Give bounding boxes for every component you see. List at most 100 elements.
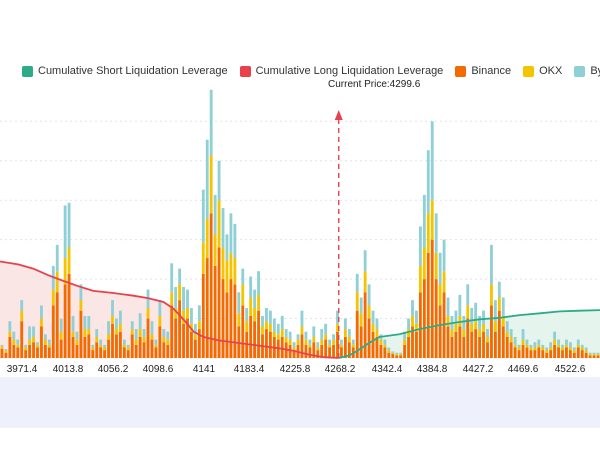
- bar-okx-108: [426, 213, 430, 253]
- bar-binance-4: [16, 347, 20, 358]
- bar-okx-6: [24, 347, 28, 351]
- x-tick-label: 4056.2: [98, 364, 129, 375]
- bar-binance-149: [588, 355, 592, 358]
- bar-okx-99: [391, 352, 395, 355]
- bar-okx-86: [340, 344, 343, 348]
- bar-bybit-75: [296, 334, 300, 340]
- bar-okx-54: [213, 234, 217, 266]
- bar-okx-129: [509, 336, 513, 343]
- bar-binance-24: [95, 342, 99, 358]
- bar-okx-47: [186, 308, 189, 319]
- bar-bybit-80: [316, 342, 320, 348]
- bar-bybit-1: [4, 349, 8, 351]
- bar-bybit-35: [138, 313, 142, 330]
- bar-binance-22: [87, 334, 91, 358]
- bar-okx-69: [272, 331, 276, 337]
- bar-bybit-12: [47, 339, 51, 345]
- bar-binance-6: [24, 350, 28, 358]
- bar-binance-25: [99, 347, 103, 358]
- x-tick-label: 4098.6: [143, 364, 174, 375]
- bar-binance-37: [146, 318, 150, 358]
- bar-bybit-88: [347, 329, 351, 337]
- bar-binance-150: [592, 355, 596, 358]
- bar-bybit-19: [75, 331, 79, 340]
- legend-item-binance[interactable]: Binance: [455, 65, 511, 77]
- bar-bybit-101: [399, 352, 403, 355]
- bar-bybit-24: [95, 329, 99, 337]
- bar-okx-117: [462, 329, 466, 337]
- bar-okx-53: [209, 155, 213, 214]
- bar-bybit-48: [190, 308, 193, 324]
- bar-bybit-25: [99, 339, 103, 345]
- bar-binance-12: [47, 347, 51, 358]
- bar-binance-14: [55, 292, 59, 358]
- bar-binance-39: [154, 347, 158, 358]
- legend-item-short[interactable]: Cumulative Short Liquidation Leverage: [22, 65, 228, 77]
- bar-binance-94: [371, 331, 375, 358]
- bar-binance-122: [482, 331, 485, 358]
- bar-okx-97: [383, 344, 387, 348]
- bar-bybit-116: [458, 294, 462, 316]
- bar-binance-151: [596, 355, 600, 358]
- legend-item-okx[interactable]: OKX: [523, 65, 562, 77]
- bar-okx-110: [434, 252, 438, 280]
- legend-item-long[interactable]: Cumulative Long Liquidation Leverage: [239, 65, 444, 77]
- bar-okx-82: [324, 334, 328, 340]
- bar-bybit-84: [332, 334, 335, 340]
- bar-bybit-55: [217, 160, 221, 201]
- bar-binance-8: [32, 342, 35, 358]
- bar-bybit-144: [568, 342, 572, 348]
- bar-okx-111: [438, 284, 442, 306]
- bar-bybit-89: [351, 339, 355, 345]
- bar-binance-120: [474, 329, 478, 358]
- legend-item-bybit[interactable]: Bybit: [574, 65, 600, 77]
- x-tick-label: 4342.4: [372, 364, 403, 375]
- bar-okx-90: [355, 292, 359, 311]
- bar-binance-17: [67, 273, 71, 358]
- x-tick-label: 4013.8: [53, 364, 84, 375]
- bar-okx-95: [375, 329, 379, 337]
- bar-okx-125: [493, 321, 497, 332]
- bar-okx-67: [265, 321, 268, 330]
- bar-bybit-70: [276, 323, 280, 335]
- bar-okx-133: [525, 344, 529, 348]
- bar-binance-141: [557, 347, 560, 358]
- bar-bybit-90: [355, 273, 359, 293]
- bar-okx-29: [115, 329, 118, 335]
- bar-binance-93: [367, 318, 371, 358]
- bar-bybit-31: [122, 339, 126, 345]
- bar-bybit-148: [584, 347, 588, 351]
- bar-binance-90: [355, 310, 359, 358]
- bar-okx-107: [422, 247, 426, 280]
- bar-okx-143: [565, 344, 568, 348]
- bar-bybit-69: [272, 318, 276, 332]
- bar-okx-140: [553, 339, 557, 345]
- bar-bybit-18: [71, 315, 75, 332]
- x-tick-label: 4427.2: [463, 364, 494, 375]
- bar-binance-97: [383, 347, 387, 358]
- bar-binance-148: [584, 352, 588, 358]
- bar-okx-63: [249, 297, 253, 316]
- legend-label-long: Cumulative Long Liquidation Leverage: [255, 65, 444, 77]
- bar-okx-149: [588, 354, 592, 356]
- bar-okx-44: [174, 308, 178, 319]
- bar-bybit-102: [403, 331, 407, 340]
- bar-bybit-53: [209, 89, 213, 156]
- bar-bybit-112: [442, 239, 446, 272]
- bar-okx-3: [12, 339, 16, 345]
- bar-bybit-58: [229, 213, 233, 253]
- bar-okx-77: [304, 339, 308, 345]
- bar-bybit-77: [304, 331, 308, 340]
- bar-okx-103: [407, 329, 410, 337]
- bar-bybit-63: [249, 276, 253, 298]
- bar-bybit-117: [462, 315, 466, 330]
- bar-bybit-113: [446, 297, 450, 316]
- bar-binance-83: [328, 347, 332, 358]
- bar-okx-73: [288, 339, 292, 345]
- bar-okx-56: [221, 247, 225, 280]
- bar-okx-145: [572, 350, 576, 353]
- bar-bybit-94: [371, 310, 375, 324]
- bar-binance-58: [229, 279, 233, 358]
- bar-binance-57: [225, 292, 229, 358]
- bar-okx-92: [363, 271, 367, 293]
